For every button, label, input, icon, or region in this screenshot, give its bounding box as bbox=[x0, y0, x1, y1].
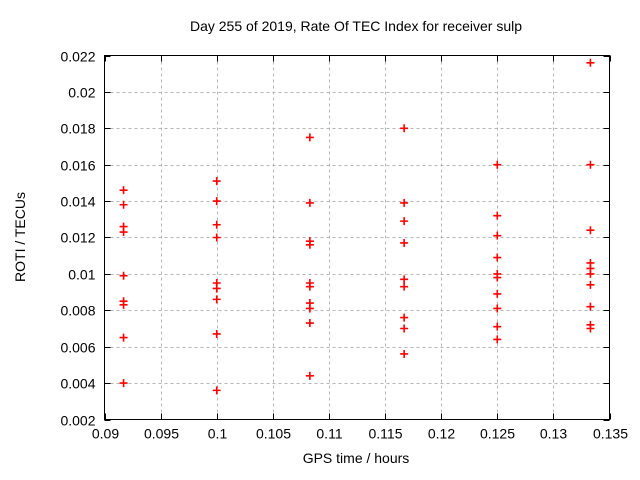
data-point-marker bbox=[400, 324, 409, 333]
data-point-marker bbox=[212, 220, 221, 229]
data-point-marker bbox=[400, 313, 409, 322]
y-tick-label: 0.01 bbox=[68, 267, 95, 283]
y-tick-label: 0.018 bbox=[60, 121, 95, 137]
y-tick-label: 0.022 bbox=[60, 49, 95, 65]
data-point-marker bbox=[493, 273, 502, 282]
data-point-marker bbox=[493, 322, 502, 331]
data-point-marker bbox=[212, 295, 221, 304]
data-point-marker bbox=[493, 335, 502, 344]
x-tick-label: 0.115 bbox=[369, 426, 403, 442]
x-tick-label: 0.11 bbox=[316, 426, 342, 442]
y-tick-label: 0.016 bbox=[60, 158, 95, 174]
data-point-marker bbox=[586, 324, 595, 333]
data-point-marker bbox=[400, 124, 409, 133]
data-point-marker bbox=[119, 200, 128, 209]
data-point-marker bbox=[493, 211, 502, 220]
x-tick-label: 0.105 bbox=[256, 426, 291, 442]
data-point-marker bbox=[493, 304, 502, 313]
data-point-marker bbox=[305, 240, 314, 249]
data-point-marker bbox=[119, 271, 128, 280]
x-tick-label: 0.1 bbox=[208, 426, 228, 442]
data-point-marker bbox=[305, 319, 314, 328]
x-tick-label: 0.12 bbox=[428, 426, 455, 442]
data-point-marker bbox=[305, 133, 314, 142]
data-point-marker bbox=[493, 289, 502, 298]
x-tick-label: 0.135 bbox=[593, 426, 628, 442]
data-point-marker bbox=[400, 282, 409, 291]
data-point-marker bbox=[212, 197, 221, 206]
data-point-marker bbox=[119, 300, 128, 309]
data-point-marker bbox=[212, 233, 221, 242]
x-tick-label: 0.09 bbox=[92, 426, 119, 442]
data-point-marker bbox=[586, 269, 595, 278]
data-point-marker bbox=[400, 198, 409, 207]
data-point-marker bbox=[586, 58, 595, 67]
data-point-marker bbox=[305, 371, 314, 380]
data-point-marker bbox=[119, 333, 128, 342]
data-point-marker bbox=[305, 304, 314, 313]
data-point-marker bbox=[119, 186, 128, 195]
y-tick-label: 0.002 bbox=[60, 413, 95, 429]
y-tick-label: 0.02 bbox=[68, 85, 95, 101]
chart-title: Day 255 of 2019, Rate Of TEC Index for r… bbox=[189, 18, 523, 34]
data-point-marker bbox=[212, 329, 221, 338]
y-tick-label: 0.006 bbox=[60, 340, 95, 356]
plot-border bbox=[104, 55, 610, 420]
data-point-marker bbox=[493, 231, 502, 240]
y-tick-label: 0.012 bbox=[60, 230, 95, 246]
data-point-marker bbox=[119, 379, 128, 388]
data-point-marker bbox=[586, 226, 595, 235]
data-point-marker bbox=[119, 228, 128, 237]
data-point-marker bbox=[586, 302, 595, 311]
x-axis-label: GPS time / hours bbox=[302, 450, 410, 466]
y-tick-label: 0.014 bbox=[60, 194, 95, 210]
data-point-marker bbox=[586, 160, 595, 169]
data-point-marker bbox=[305, 282, 314, 291]
x-tick-label: 0.13 bbox=[540, 426, 567, 442]
x-tick-label: 0.125 bbox=[480, 426, 515, 442]
data-point-marker bbox=[400, 217, 409, 226]
data-point-marker bbox=[400, 238, 409, 247]
data-point-marker bbox=[493, 253, 502, 262]
data-point-marker bbox=[212, 177, 221, 186]
x-tick-label: 0.095 bbox=[144, 426, 179, 442]
y-tick-label: 0.004 bbox=[60, 376, 95, 392]
data-point-marker bbox=[400, 349, 409, 358]
y-tick-label: 0.008 bbox=[60, 303, 95, 319]
data-point-marker bbox=[305, 198, 314, 207]
data-point-marker bbox=[493, 160, 502, 169]
data-point-marker bbox=[212, 284, 221, 293]
data-point-marker bbox=[212, 386, 221, 395]
data-point-marker bbox=[400, 275, 409, 284]
data-point-marker bbox=[586, 280, 595, 289]
